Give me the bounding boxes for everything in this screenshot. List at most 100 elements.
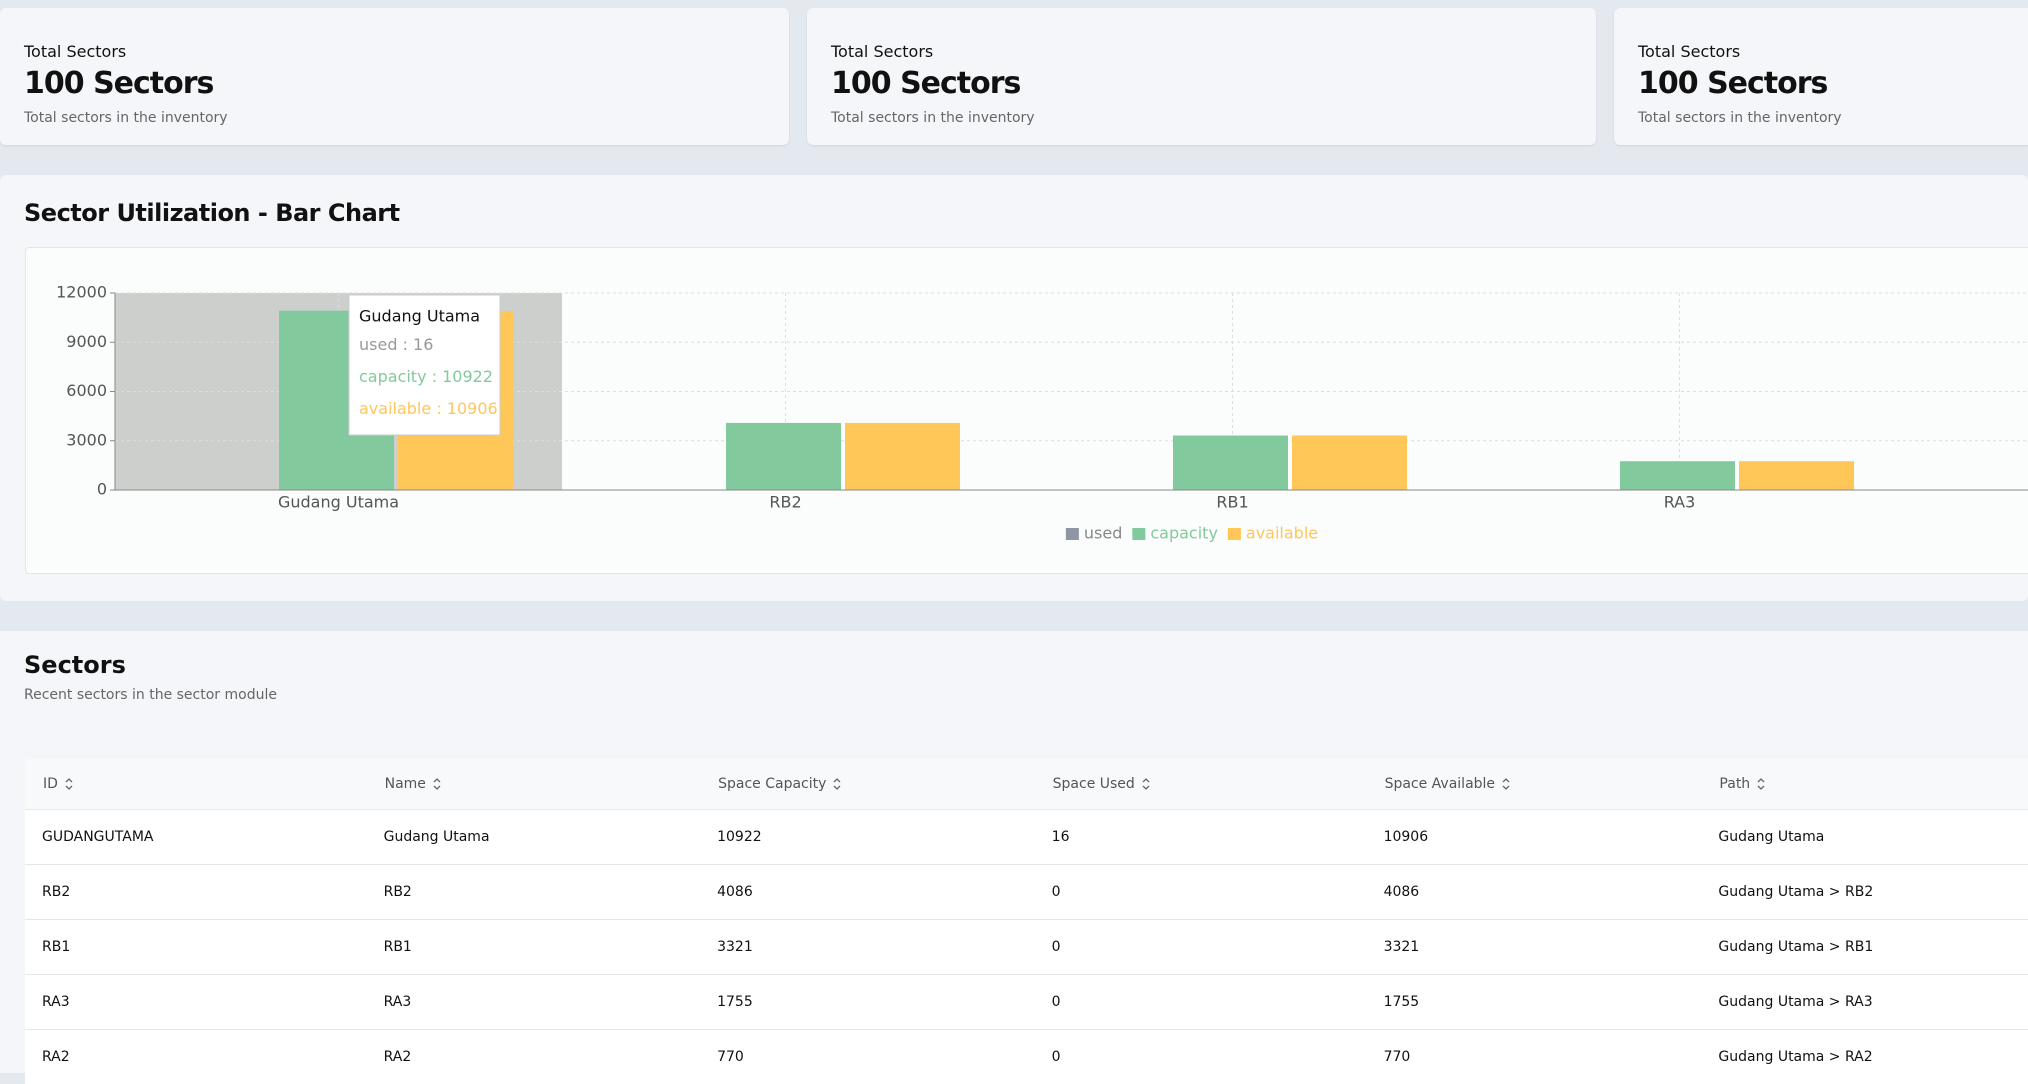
table-cell: RB2 [367, 865, 701, 920]
column-header[interactable]: Name [367, 759, 701, 810]
sort-icon [432, 777, 442, 791]
table-cell: 4086 [700, 865, 1035, 920]
table-cell: 0 [1035, 1030, 1367, 1084]
tooltip: Gudang Utama used : 16 capacity : 10922 ava… [349, 295, 500, 435]
x-tick-label: RB2 [769, 493, 801, 512]
tooltip-title: Gudang Utama [359, 307, 480, 326]
header-text: Path [1719, 776, 1750, 792]
table-cell: 1755 [1367, 975, 1702, 1030]
card-value: 100 Sectors [1638, 66, 1827, 101]
column-header[interactable]: Space Available [1367, 759, 1702, 810]
card-label: Total Sectors [831, 42, 933, 61]
table-cell: RB2 [25, 865, 367, 920]
table-subtitle: Recent sectors in the sector module [24, 687, 277, 703]
legend-label: available [1246, 524, 1318, 543]
table-cell: 10906 [1367, 810, 1702, 865]
stat-card: Total Sectors 100 Sectors Total sectors … [0, 8, 789, 145]
table-cell: 4086 [1367, 865, 1702, 920]
table-cell: Gudang Utama > RB1 [1701, 920, 2028, 975]
y-tick-label: 6000 [66, 381, 107, 400]
table-cell: 770 [700, 1030, 1035, 1084]
tooltip-item: used : 16 [359, 335, 433, 354]
table-cell: RB1 [367, 920, 701, 975]
header-text: Name [385, 776, 426, 792]
table-cell: Gudang Utama > RA3 [1701, 975, 2028, 1030]
bar [726, 423, 841, 490]
card-description: Total sectors in the inventory [1638, 110, 1842, 126]
table-cell: 0 [1035, 975, 1367, 1030]
stat-card: Total Sectors 100 Sectors Total sectors … [807, 8, 1596, 145]
sort-icon [1141, 777, 1151, 791]
sort-icon [832, 777, 842, 791]
legend: used capacity available [1066, 524, 1318, 543]
chart-title: Sector Utilization - Bar Chart [24, 199, 400, 227]
table-cell: RA3 [367, 975, 701, 1030]
sort-icon [1756, 777, 1766, 791]
card-label: Total Sectors [1638, 42, 1740, 61]
table-panel: Sectors Recent sectors in the sector mod… [0, 631, 2028, 1073]
table-cell: 770 [1367, 1030, 1702, 1084]
legend-label: capacity [1150, 524, 1218, 543]
table-cell: 3321 [700, 920, 1035, 975]
table-cell: RA2 [25, 1030, 367, 1084]
tooltip-sep: : [397, 335, 413, 354]
table-title: Sectors [24, 651, 126, 679]
card-label: Total Sectors [24, 42, 126, 61]
table-cell: RA3 [25, 975, 367, 1030]
sort-icon [64, 777, 74, 791]
legend-swatch [1066, 528, 1079, 540]
x-tick-label: Gudang Utama [278, 493, 399, 512]
column-header[interactable]: ID [25, 759, 367, 810]
sort-icon [1501, 777, 1511, 791]
y-tick-label: 9000 [66, 332, 107, 351]
table-cell: GUDANGUTAMA [25, 810, 367, 865]
x-tick-label: RA3 [1664, 493, 1696, 512]
tooltip-name: used [359, 335, 397, 354]
bar [1173, 435, 1288, 490]
header-text: Space Available [1385, 776, 1495, 792]
tooltip-name: available [359, 399, 431, 418]
tooltip-value: 10906 [447, 399, 498, 418]
table-cell: 3321 [1367, 920, 1702, 975]
column-header[interactable]: Path [1701, 759, 2028, 810]
tooltip-value: 10922 [442, 367, 493, 386]
bar [845, 423, 960, 490]
column-header[interactable]: Space Used [1035, 759, 1367, 810]
bar [1620, 461, 1735, 490]
table-cell: RB1 [25, 920, 367, 975]
tooltip-sep: : [427, 367, 443, 386]
bar [1292, 435, 1407, 490]
tooltip-name: capacity [359, 367, 427, 386]
card-description: Total sectors in the inventory [24, 110, 228, 126]
table-cell: 16 [1035, 810, 1367, 865]
bar [1739, 461, 1854, 490]
table-cell: Gudang Utama > RA2 [1701, 1030, 2028, 1084]
card-value: 100 Sectors [24, 66, 213, 101]
legend-swatch [1132, 528, 1145, 540]
tooltip-item: capacity : 10922 [359, 367, 493, 386]
card-description: Total sectors in the inventory [831, 110, 1035, 126]
card-value: 100 Sectors [831, 66, 1020, 101]
table-cell: 10922 [700, 810, 1035, 865]
x-tick-label: RB1 [1216, 493, 1248, 512]
tooltip-value: 16 [413, 335, 433, 354]
table-cell: RA2 [367, 1030, 701, 1084]
table-cell: Gudang Utama [367, 810, 701, 865]
table-cell: Gudang Utama > RB2 [1701, 865, 2028, 920]
y-tick-label: 0 [97, 480, 107, 499]
table-cell: Gudang Utama [1701, 810, 2028, 865]
legend-swatch [1228, 528, 1241, 540]
table-cell: 1755 [700, 975, 1035, 1030]
column-header[interactable]: Space Capacity [700, 759, 1035, 810]
legend-label: used [1084, 524, 1122, 543]
tooltip-sep: : [431, 399, 447, 418]
